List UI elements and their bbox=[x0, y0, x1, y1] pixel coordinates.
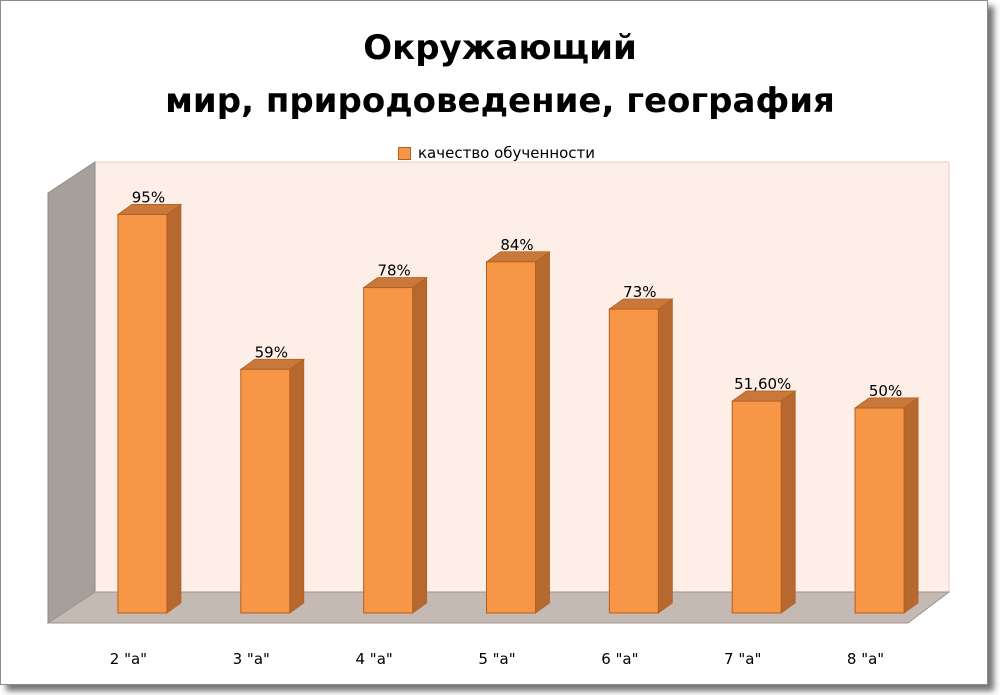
data-label: 95% bbox=[132, 189, 165, 207]
data-label: 84% bbox=[500, 236, 533, 254]
data-label: 50% bbox=[869, 382, 902, 400]
chart-legend: качество обученности bbox=[398, 144, 595, 162]
chart-title: Окружающий мир, природоведение, географи… bbox=[0, 22, 1000, 128]
x-tick-label: 2 "а" bbox=[110, 650, 147, 668]
bar bbox=[854, 407, 905, 614]
bar-side bbox=[166, 203, 182, 614]
bar-side bbox=[657, 298, 673, 614]
side-wall bbox=[47, 161, 96, 624]
x-tick-label: 8 "а" bbox=[847, 650, 884, 668]
data-label: 73% bbox=[623, 283, 656, 301]
bar bbox=[117, 214, 168, 614]
x-tick-label: 4 "а" bbox=[355, 650, 392, 668]
bar-side bbox=[903, 397, 919, 614]
bar bbox=[608, 308, 659, 614]
x-tick-label: 5 "а" bbox=[478, 650, 515, 668]
x-tick-label: 7 "а" bbox=[724, 650, 761, 668]
chart-title-line-1: Окружающий bbox=[363, 28, 637, 68]
bar-side bbox=[412, 276, 428, 614]
bar bbox=[240, 368, 291, 614]
x-tick-label: 6 "а" bbox=[601, 650, 638, 668]
bar bbox=[363, 287, 414, 614]
bar bbox=[486, 261, 536, 614]
data-label: 78% bbox=[377, 262, 410, 280]
legend-swatch bbox=[398, 146, 411, 160]
bar-side bbox=[780, 390, 796, 614]
bar-side bbox=[535, 250, 550, 614]
x-tick-label: 3 "а" bbox=[233, 650, 270, 668]
chart-title-line-2: мир, природоведение, география bbox=[165, 81, 835, 121]
data-label: 51,60% bbox=[734, 375, 791, 393]
data-label: 59% bbox=[255, 343, 288, 361]
legend-label: качество обученности bbox=[418, 144, 596, 162]
bar bbox=[731, 400, 782, 614]
bar-side bbox=[289, 358, 305, 614]
